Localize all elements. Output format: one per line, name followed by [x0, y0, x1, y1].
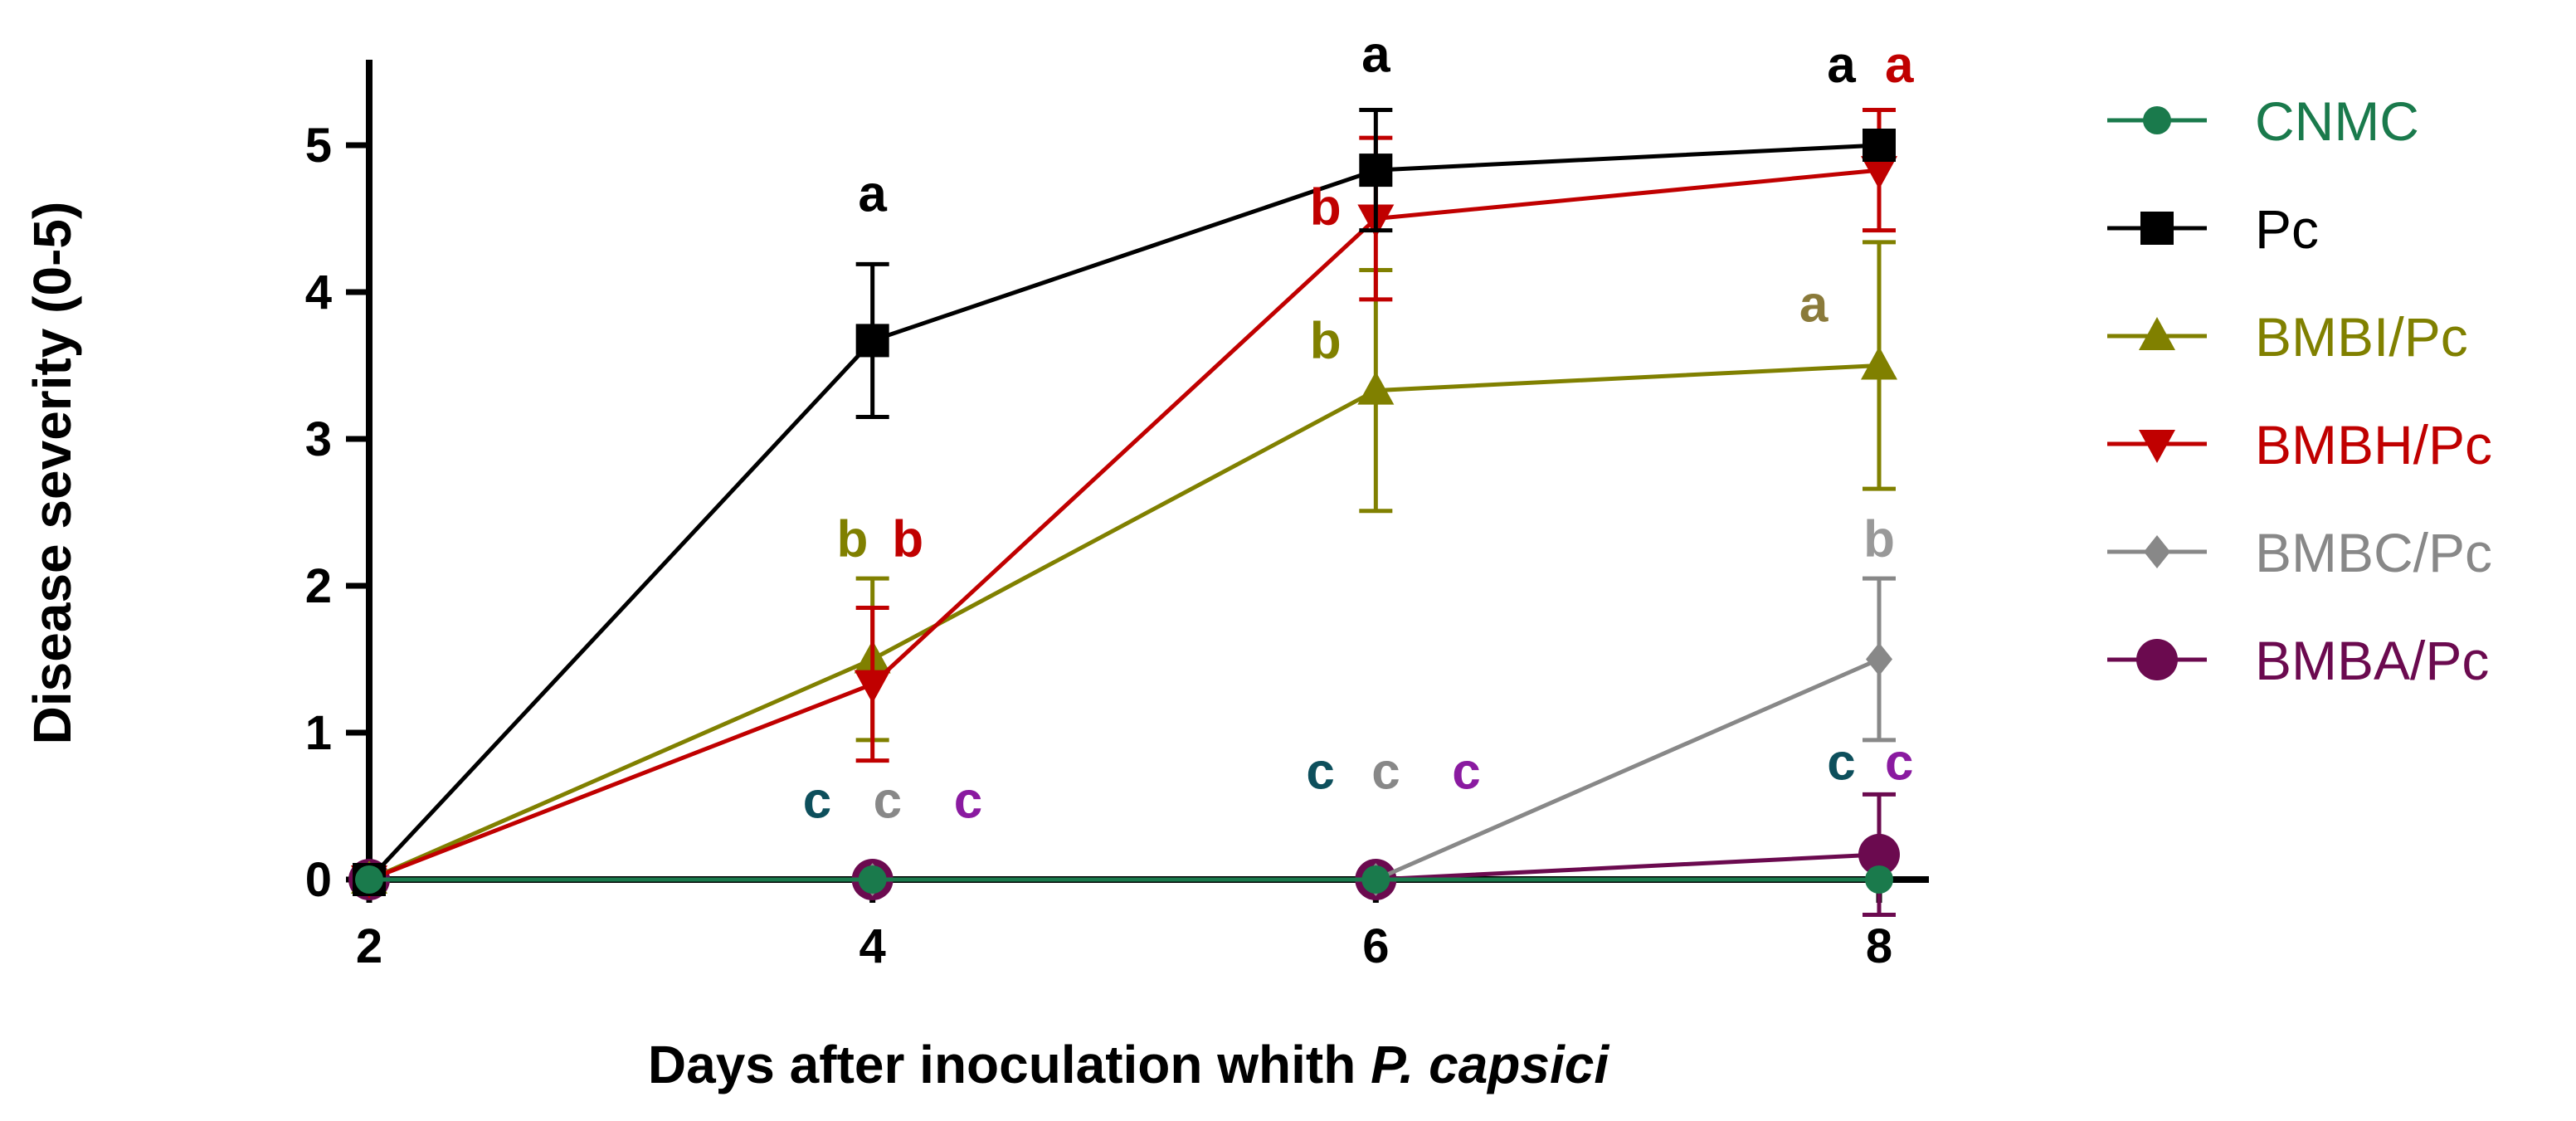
- legend-label: Pc: [2255, 198, 2319, 260]
- legend-label: BMBA/Pc: [2255, 630, 2489, 691]
- legend-item-bmba-pc: BMBA/Pc: [2107, 630, 2489, 691]
- y-tick-label-5: 5: [305, 119, 332, 173]
- significance-letter: a: [1827, 37, 1856, 94]
- significance-letter: c: [1371, 743, 1400, 800]
- significance-letter: c: [1885, 734, 1913, 792]
- legend: CNMC Pc BMBI/Pc BMBH/Pc BMBC/Pc BMBA/Pc: [2107, 90, 2492, 691]
- legend-marker: [2143, 106, 2171, 134]
- significance-letter: c: [954, 773, 982, 830]
- legend-label: BMBI/Pc: [2255, 306, 2468, 368]
- data-point: [1861, 346, 1897, 380]
- legend-label: BMBH/Pc: [2255, 414, 2492, 475]
- significance-letter: a: [858, 166, 887, 223]
- significance-letter: b: [1863, 511, 1895, 568]
- significance-letter: c: [803, 773, 831, 830]
- significance-letter: b: [1310, 179, 1342, 236]
- data-point: [855, 324, 889, 358]
- significance-letter: a: [1799, 275, 1829, 333]
- data-point: [1866, 642, 1892, 676]
- series-pc: [353, 108, 1896, 896]
- y-tick-label-1: 1: [305, 706, 332, 760]
- legend-marker: [2144, 535, 2170, 568]
- y-tick-label-4: 4: [305, 266, 332, 319]
- series-cnmc: [355, 865, 1893, 894]
- series-bmba-pc: [348, 792, 1900, 917]
- data-point: [854, 670, 891, 704]
- legend-marker: [2139, 317, 2175, 350]
- series-line: [369, 852, 1880, 882]
- significance-letter: b: [836, 511, 868, 568]
- x-tick-label-2: 2: [356, 919, 382, 973]
- y-tick-label-0: 0: [305, 853, 332, 907]
- data-point: [1863, 129, 1896, 162]
- series-bmbc-pc: [356, 576, 1896, 896]
- y-tick-label-3: 3: [305, 412, 332, 466]
- significance-letter: c: [874, 773, 902, 830]
- series-line: [368, 168, 1880, 882]
- x-tick-label-6: 6: [1362, 919, 1389, 973]
- legend-marker: [2136, 639, 2178, 680]
- data-point: [1361, 865, 1390, 894]
- x-tick-label-8: 8: [1866, 919, 1892, 973]
- series-line: [369, 657, 1881, 882]
- significance-letter: c: [1452, 743, 1480, 800]
- x-axis-title: Days after inoculation whith P. capsici: [648, 1035, 1609, 1094]
- legend-label: BMBC/Pc: [2255, 522, 2492, 583]
- significance-letter: b: [892, 511, 923, 568]
- series-line: [368, 363, 1880, 882]
- legend-marker: [2140, 212, 2174, 245]
- legend-item-cnmc: CNMC: [2107, 90, 2419, 152]
- data-point: [858, 865, 887, 894]
- series-bmbh-pc: [351, 108, 1897, 899]
- legend-item-bmbc-pc: BMBC/Pc: [2107, 522, 2492, 583]
- series-line: [368, 143, 1880, 881]
- x-tick-label-4: 4: [859, 919, 886, 973]
- significance-letter: a: [1361, 27, 1390, 84]
- data-point: [355, 865, 383, 894]
- x-axis-title-main: Days after inoculation whith: [648, 1035, 1371, 1094]
- y-tick-label-2: 2: [305, 559, 332, 613]
- significance-letter: a: [1885, 37, 1914, 94]
- significance-letter: c: [1306, 743, 1334, 800]
- significance-letter: c: [1827, 734, 1855, 792]
- y-axis-title: Disease severity (0-5): [22, 202, 82, 745]
- legend-item-pc: Pc: [2107, 198, 2319, 260]
- data-point: [1861, 156, 1897, 190]
- axes: 0 1 2 3 4 5 2 4 6 8: [305, 60, 1929, 973]
- series-layer: [348, 108, 1900, 917]
- data-point: [1858, 833, 1900, 875]
- significance-letter: b: [1310, 313, 1342, 370]
- legend-item-bmbh-pc: BMBH/Pc: [2107, 414, 2492, 475]
- data-point: [1357, 371, 1395, 405]
- x-axis-title-species: P. capsici: [1371, 1035, 1609, 1094]
- data-point: [1865, 865, 1893, 894]
- legend-item-bmbi-pc: BMBI/Pc: [2107, 306, 2468, 368]
- legend-marker: [2139, 430, 2175, 463]
- data-point: [1359, 154, 1393, 188]
- legend-label: CNMC: [2255, 90, 2419, 152]
